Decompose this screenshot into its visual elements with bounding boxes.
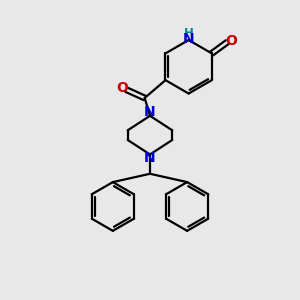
Text: O: O (116, 81, 128, 95)
Text: N: N (144, 105, 156, 119)
Text: N: N (183, 32, 194, 46)
Text: N: N (144, 151, 156, 165)
Text: H: H (184, 27, 194, 40)
Text: O: O (225, 34, 237, 48)
